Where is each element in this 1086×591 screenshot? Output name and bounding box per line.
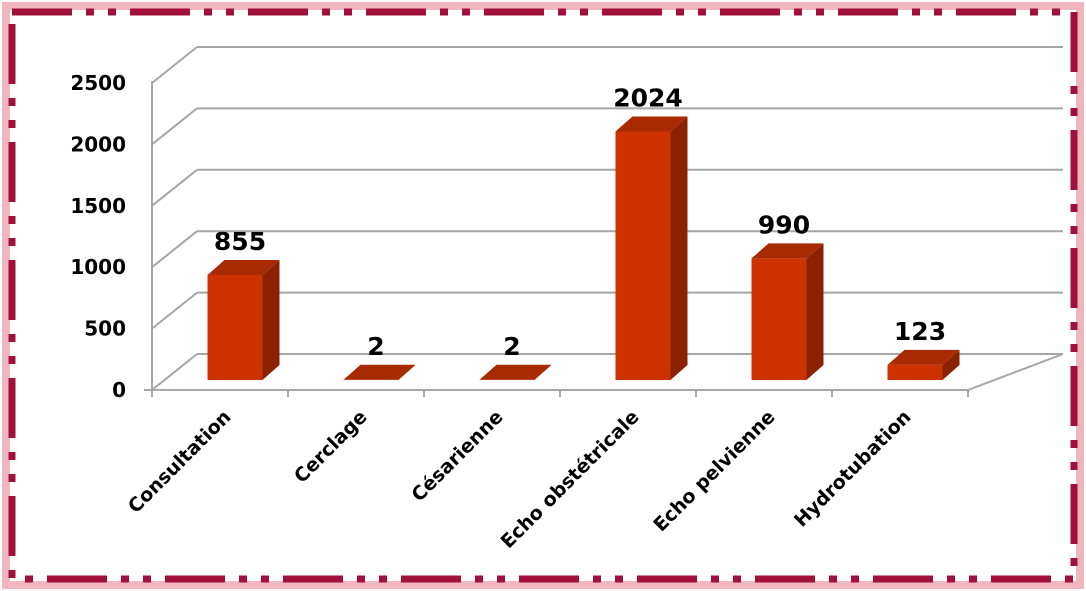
- data-label: 2024: [613, 83, 683, 112]
- y-tick-label: 1500: [70, 194, 126, 218]
- bar: [343, 364, 416, 380]
- bar-side: [398, 364, 416, 380]
- x-tick-label: Cerclage: [290, 406, 372, 488]
- gridline-wall: [151, 353, 198, 391]
- bar-front: [751, 258, 807, 380]
- bar-front: [615, 131, 671, 380]
- y-tick-label: 2500: [70, 71, 126, 95]
- y-tick-label: 2000: [70, 132, 126, 156]
- bar-top: [479, 364, 552, 380]
- frame-border: [8, 8, 1078, 583]
- data-label: 855: [214, 227, 266, 256]
- bar-top: [207, 260, 280, 276]
- bar: [887, 349, 960, 380]
- data-label: 990: [758, 210, 810, 239]
- bar: [615, 116, 688, 381]
- x-tick-label: Césarienne: [407, 406, 507, 506]
- bar-top: [751, 243, 824, 259]
- bar-front: [887, 364, 943, 380]
- bar-side: [534, 364, 552, 380]
- bar: [751, 243, 824, 380]
- x-tick-label: Echo pelvienne: [649, 406, 779, 536]
- bar-side: [942, 349, 960, 380]
- bar-side: [806, 243, 824, 380]
- gridline-wall: [151, 291, 198, 330]
- bar: [479, 364, 552, 380]
- bar: [207, 260, 280, 380]
- gridline-wall: [151, 169, 198, 207]
- floor-edge: [967, 353, 1064, 391]
- bar-front: [207, 275, 263, 380]
- bar-top: [615, 116, 688, 132]
- gridline-wall: [151, 107, 198, 146]
- y-tick-label: 500: [84, 317, 126, 341]
- bars: [207, 116, 960, 381]
- data-label: 2: [367, 332, 384, 361]
- data-label: 2: [503, 332, 520, 361]
- x-tick-label: Consultation: [124, 406, 236, 518]
- x-tick-label: Hydrotubation: [790, 406, 916, 532]
- bar-side: [670, 116, 688, 381]
- data-label: 123: [894, 317, 946, 346]
- y-tick-label: 1000: [70, 255, 126, 279]
- bar-top: [343, 364, 416, 380]
- x-tick-label: Echo obstétricale: [497, 406, 644, 553]
- axes: [144, 81, 969, 397]
- y-tick-label: 0: [112, 378, 126, 402]
- gridline-wall: [151, 230, 198, 268]
- gridline-wall: [151, 46, 198, 84]
- bar-side: [262, 260, 280, 380]
- bar-top: [887, 349, 960, 365]
